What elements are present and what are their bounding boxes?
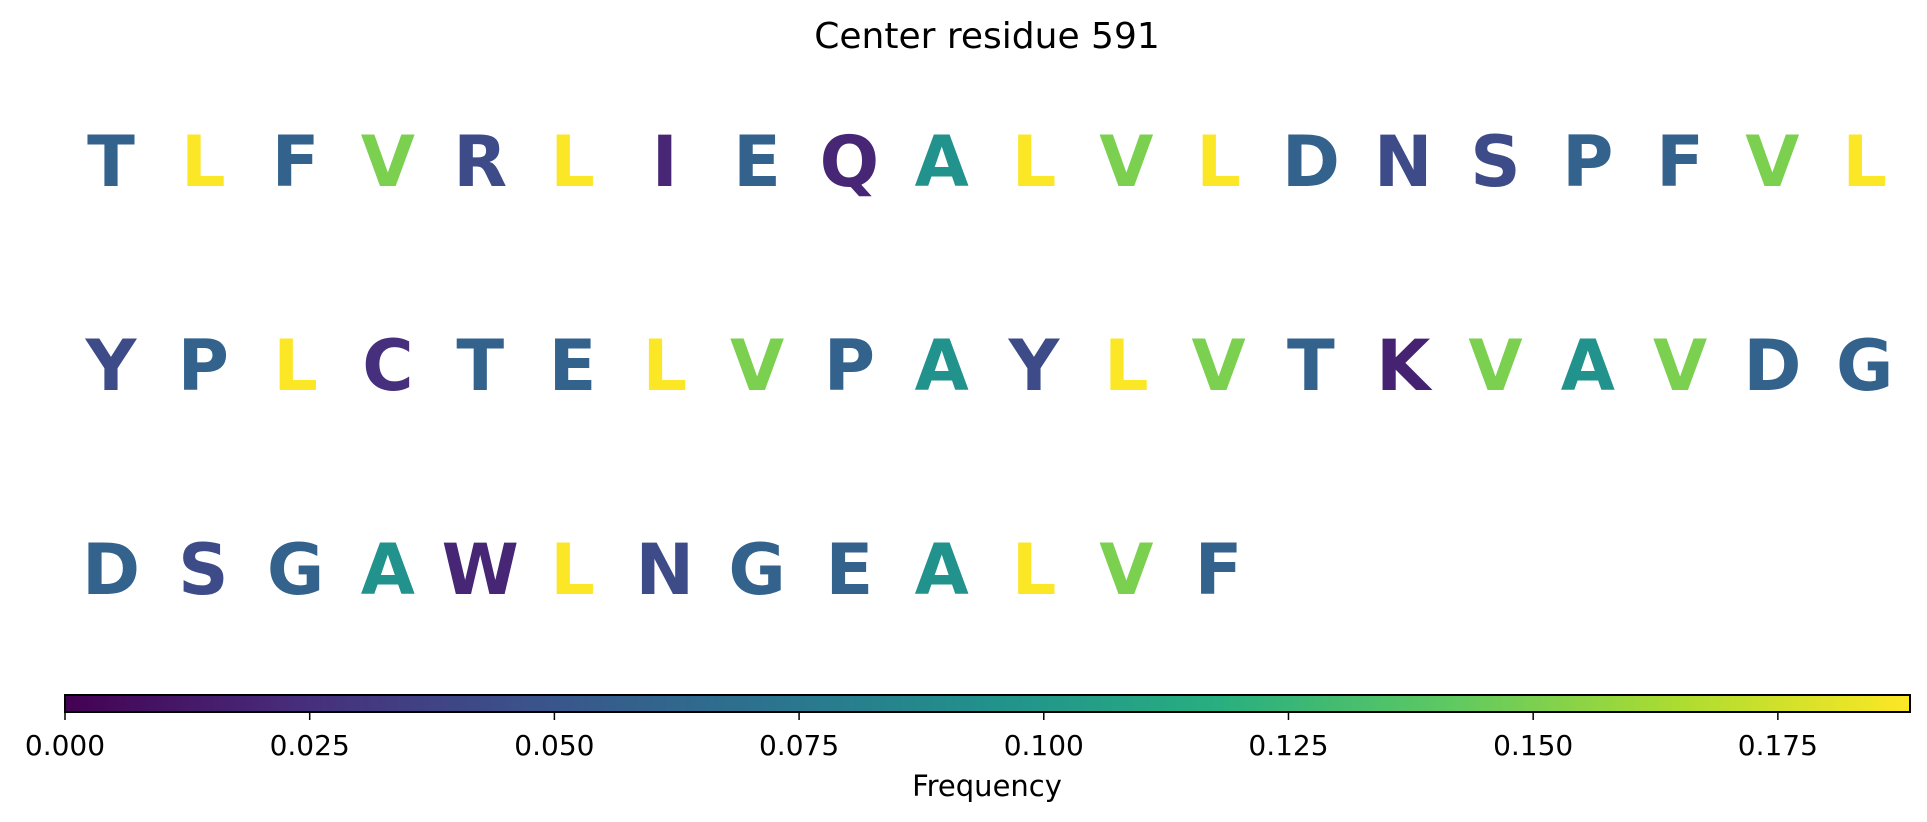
residue-letter: D <box>1743 325 1801 407</box>
residue-letter: V <box>1653 325 1707 407</box>
residue-letter: D <box>1282 121 1340 203</box>
residue-letter: A <box>1561 325 1615 407</box>
residue-letter: S <box>178 529 228 611</box>
residue-letter: V <box>1099 121 1153 203</box>
residue-letter: K <box>1376 325 1433 407</box>
residue-letter: V <box>1745 121 1799 203</box>
residue-letter: P <box>178 325 229 407</box>
residue-letter: L <box>550 121 595 203</box>
residue-letter: S <box>1470 121 1520 203</box>
residue-letter: V <box>1192 325 1246 407</box>
residue-letter: P <box>1562 121 1613 203</box>
residue-letter: Y <box>85 325 138 407</box>
residue-letter: L <box>1842 121 1887 203</box>
colorbar-ticks: 0.000 0.025 0.050 0.075 0.100 0.125 0.150 0.175 <box>25 712 1818 762</box>
residue-letter: L <box>1196 121 1241 203</box>
residue-letter: A <box>915 529 969 611</box>
residue-letter: G <box>1836 325 1893 407</box>
residue-letter: P <box>824 325 875 407</box>
colorbar-tick-label: 0.175 <box>1738 729 1818 762</box>
residue-letter: A <box>361 529 415 611</box>
residue-letter: L <box>1012 529 1057 611</box>
chart-title: Center residue 591 <box>814 16 1160 57</box>
residue-letter: L <box>181 121 226 203</box>
residue-letter: T <box>87 121 135 203</box>
colorbar-tick-label: 0.050 <box>514 729 594 762</box>
residue-letter: T <box>1287 325 1335 407</box>
residue-letter: D <box>82 529 140 611</box>
residue-letter: F <box>1195 529 1243 611</box>
residue-letter: V <box>730 325 784 407</box>
colorbar-tick-label: 0.075 <box>759 729 839 762</box>
residue-letter: G <box>728 529 785 611</box>
colorbar-label: Frequency <box>912 769 1062 803</box>
residue-letter: L <box>550 529 595 611</box>
colorbar-tick-label: 0.125 <box>1248 729 1328 762</box>
residue-letter: C <box>362 325 413 407</box>
residue-letter: E <box>825 529 873 611</box>
residue-letter: V <box>1099 529 1153 611</box>
residue-letter: F <box>272 121 320 203</box>
residue-letter: L <box>1012 121 1057 203</box>
residue-letter: A <box>915 121 969 203</box>
residue-letter: N <box>636 529 695 611</box>
residue-letter: L <box>1104 325 1149 407</box>
residue-letter: T <box>456 325 504 407</box>
residue-letter: V <box>361 121 415 203</box>
residue-letter: F <box>1656 121 1704 203</box>
residue-letter: R <box>453 121 507 203</box>
colorbar <box>64 694 1911 713</box>
residue-letter: E <box>549 325 597 407</box>
colorbar-tick-label: 0.000 <box>25 729 105 762</box>
residue-letter: V <box>1468 325 1522 407</box>
residue-letter: W <box>442 529 519 611</box>
residue-letter: E <box>733 121 781 203</box>
residue-letter: Y <box>1008 325 1061 407</box>
residue-grid: T L F V R L I E Q A L V L D N S P F V LY P L C T E L V P A Y L V T K V A V D G… <box>82 121 1893 611</box>
residue-letter: I <box>652 121 678 203</box>
residue-letter: Q <box>820 121 880 203</box>
residue-letter: G <box>267 529 324 611</box>
residue-letter: N <box>1374 121 1433 203</box>
colorbar-tick-label: 0.025 <box>270 729 350 762</box>
colorbar-tick-label: 0.150 <box>1493 729 1573 762</box>
residue-letter: L <box>642 325 687 407</box>
colorbar-tick-label: 0.100 <box>1004 729 1084 762</box>
residue-letter: L <box>273 325 318 407</box>
residue-letter: A <box>915 325 969 407</box>
